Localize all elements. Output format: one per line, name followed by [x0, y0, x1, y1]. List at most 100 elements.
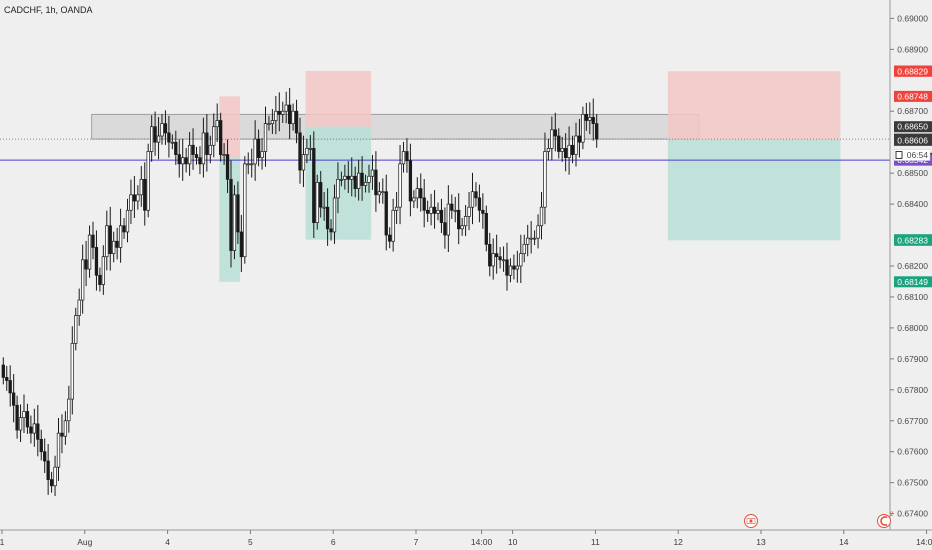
candle-body: [236, 194, 240, 233]
candle-body: [543, 151, 547, 208]
time-axis[interactable]: 1 Aug 4 5 6 7 14:00 10 11 12 13 14 14:00: [0, 530, 932, 547]
take-profit-zone-3[interactable]: [667, 139, 841, 241]
candle-body: [284, 104, 288, 112]
candle-body: [263, 123, 268, 152]
candle-body: [294, 110, 299, 134]
candle-body: [225, 154, 230, 180]
candle-body: [426, 209, 430, 214]
candle-body: [350, 175, 354, 180]
candle-body: [374, 169, 378, 196]
candle-body: [281, 110, 285, 115]
candle-body: [60, 432, 64, 437]
candle-body: [339, 178, 344, 181]
candle-body: [308, 148, 312, 150]
candle-body: [401, 151, 406, 165]
dividends-icon[interactable]: 2: [877, 512, 895, 528]
candle-body: [36, 423, 40, 440]
candle-body: [1, 364, 5, 378]
candle-body: [512, 265, 516, 270]
time-tick-label: 14:00: [916, 537, 932, 547]
candle-body: [98, 274, 102, 285]
candle-body: [46, 460, 50, 480]
candle-body: [219, 120, 223, 155]
stop-loss-zone-2[interactable]: [305, 71, 372, 127]
price-tick-label: 0.68700: [897, 106, 928, 116]
candle-body: [112, 240, 116, 254]
price-labels: 0.688300.688290.687480.686500.686100.686…: [894, 65, 932, 288]
candle-body: [550, 129, 554, 149]
candle-body: [129, 194, 133, 211]
candle-body: [8, 380, 12, 394]
candle-body: [505, 259, 509, 276]
candle-body: [574, 135, 578, 155]
candle-body: [588, 117, 592, 121]
candle-body: [419, 188, 423, 199]
candle-body: [515, 265, 519, 270]
candle-body: [388, 234, 392, 242]
price-badge: [894, 276, 932, 288]
candle-body: [357, 172, 361, 189]
candle-body: [122, 225, 126, 233]
countdown-badge: [893, 149, 931, 161]
time-tick-label: 4: [165, 537, 170, 547]
candle-body: [208, 144, 212, 155]
price-tick-label: 0.67400: [897, 509, 928, 519]
candle-body: [243, 163, 247, 258]
candle-body: [136, 194, 140, 202]
price-badge-label: 0.68829: [897, 66, 928, 76]
candle-body: [143, 178, 147, 211]
candle-body: [436, 209, 440, 214]
price-tick-label: 0.68000: [897, 323, 928, 333]
price-axis[interactable]: 0.69000 0.68900 0.68700 0.68500 0.68400 0.682…: [890, 13, 928, 519]
candle-body: [343, 175, 347, 180]
candle-body: [408, 160, 413, 202]
candle-body: [43, 451, 47, 462]
candle-body: [163, 123, 168, 134]
candle-body: [201, 132, 206, 165]
candle-body: [53, 466, 57, 487]
candle-body: [167, 132, 171, 143]
price-badge: [894, 134, 932, 146]
candle-body: [212, 126, 216, 146]
candle-body: [570, 144, 575, 155]
candle-body: [377, 191, 381, 196]
candle-body: [457, 209, 461, 230]
stop-loss-zone-3[interactable]: [667, 71, 841, 140]
candle-body: [522, 243, 526, 254]
price-badge-label: 0.68748: [897, 91, 928, 101]
candle-body: [125, 209, 130, 233]
candle-body: [477, 197, 482, 211]
candle-body: [215, 120, 219, 128]
candle-body: [336, 178, 340, 199]
candle-body: [422, 197, 426, 211]
candle-body: [15, 404, 19, 431]
candle-body: [101, 256, 106, 285]
candle-body: [87, 234, 92, 270]
price-tick-label: 0.68200: [897, 261, 928, 271]
symbol-title[interactable]: CADCHF, 1h, OANDA: [4, 5, 93, 15]
time-tick-label: Aug: [77, 537, 92, 547]
price-badge-label: 0.68149: [897, 277, 928, 287]
candle-body: [484, 213, 488, 245]
candle-body: [526, 237, 530, 245]
candle-body: [67, 398, 71, 422]
candle-body: [443, 222, 447, 236]
candle-body: [184, 157, 188, 165]
price-badge-label: 0.68606: [897, 135, 928, 145]
resistance-band[interactable]: [91, 113, 700, 140]
candle-body: [539, 206, 544, 227]
stop-loss-zone-1[interactable]: [219, 96, 241, 158]
countdown-marker-icon: [895, 151, 903, 159]
candle-body: [591, 117, 595, 124]
candle-body: [546, 148, 551, 152]
canada-flag-icon[interactable]: [744, 514, 758, 528]
candle-body: [74, 315, 78, 344]
candle-body: [394, 206, 399, 211]
candle-body: [94, 247, 99, 276]
candle-body: [25, 411, 30, 428]
price-tick-label: 0.67600: [897, 447, 928, 457]
candle-body: [432, 206, 437, 214]
candle-body: [198, 157, 202, 165]
